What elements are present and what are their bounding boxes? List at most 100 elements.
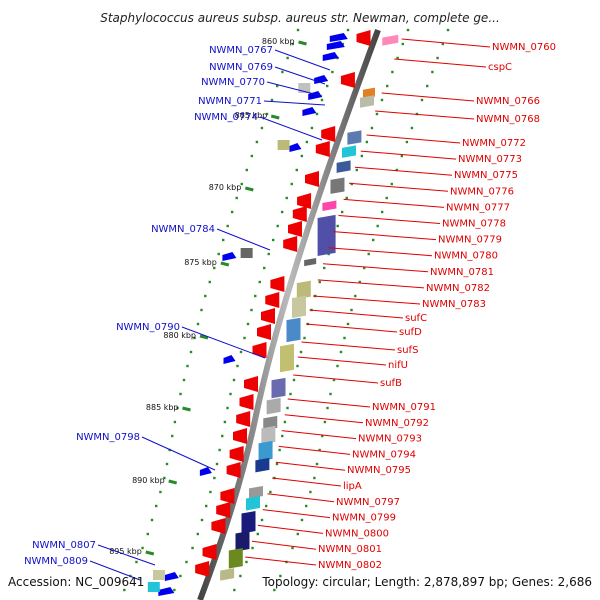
gene-block bbox=[220, 568, 235, 581]
ruler-label: 860 kbp bbox=[262, 37, 295, 46]
guide-dot bbox=[171, 434, 174, 438]
gene-block bbox=[342, 145, 356, 158]
forward-cds-arrow bbox=[222, 252, 237, 261]
guide-dot bbox=[208, 280, 211, 284]
guide-dot bbox=[246, 322, 250, 326]
guide-dot bbox=[173, 420, 177, 424]
ruler-tick bbox=[220, 261, 230, 267]
guide-dot bbox=[146, 532, 149, 536]
leader-line bbox=[275, 461, 346, 471]
leader-line bbox=[366, 134, 461, 144]
gene-label-left: NWMN_0774 bbox=[194, 112, 258, 123]
ruler-label: 895 kbp bbox=[109, 547, 142, 556]
leader-line bbox=[278, 445, 351, 455]
guide-dot bbox=[236, 364, 239, 368]
forward-cds-arrow bbox=[302, 107, 317, 116]
guide-dot bbox=[300, 518, 304, 522]
reverse-cds-arrow bbox=[257, 324, 271, 340]
kbp-ruler: 860 kbp 865 kbp 870 kbp 875 kbp 880 kbp 885 k… bbox=[109, 37, 307, 556]
leader-line bbox=[262, 509, 331, 519]
gene-label-right: NWMN_0775 bbox=[454, 170, 518, 181]
leader-line bbox=[257, 524, 324, 534]
gene-label-right: NWMN_0802 bbox=[318, 560, 382, 571]
leader-line bbox=[272, 477, 342, 487]
forward-cds-arrow bbox=[289, 143, 302, 152]
gene-block bbox=[317, 214, 336, 256]
guide-dot bbox=[260, 518, 264, 522]
guide-dot bbox=[410, 126, 414, 130]
gene-label-right: NWMN_0772 bbox=[462, 138, 526, 149]
guide-dot bbox=[281, 70, 284, 74]
leader-line bbox=[284, 414, 364, 424]
guide-dot bbox=[332, 378, 336, 382]
reverse-cds-arrow bbox=[321, 126, 336, 142]
guide-dot bbox=[205, 504, 208, 508]
gene-label-right: NWMN_0783 bbox=[422, 299, 486, 310]
reverse-cds-arrow bbox=[195, 561, 210, 577]
guide-dot bbox=[391, 70, 394, 74]
gene-label-right: cspC bbox=[488, 62, 512, 73]
ruler-tick bbox=[199, 334, 209, 340]
leader-line bbox=[349, 182, 449, 192]
gene-block bbox=[322, 200, 337, 211]
reverse-cds-arrow bbox=[239, 394, 254, 410]
guide-dot bbox=[213, 476, 216, 480]
guide-dot bbox=[250, 154, 254, 158]
gene-label-right: lipA bbox=[343, 481, 362, 492]
guide-dot bbox=[250, 308, 253, 312]
guide-dot bbox=[358, 280, 361, 284]
leader-line bbox=[309, 309, 404, 319]
gene-label-right: NWMN_0799 bbox=[332, 513, 396, 524]
reverse-cds-arrow bbox=[288, 221, 302, 237]
guide-dot bbox=[215, 462, 219, 466]
gene-block bbox=[228, 548, 243, 569]
leader-line bbox=[375, 110, 475, 120]
gene-label-right: NWMN_0777 bbox=[446, 202, 510, 213]
gene-block bbox=[296, 280, 311, 300]
guide-dot bbox=[355, 168, 358, 172]
gene-label-right: NWMN_0791 bbox=[372, 402, 436, 413]
gene-label-right: NWMN_0773 bbox=[458, 154, 522, 165]
reverse-cds-arrow bbox=[340, 72, 355, 88]
guide-dot bbox=[233, 588, 236, 592]
gene-label-right: NWMN_0782 bbox=[426, 283, 490, 294]
leader-line bbox=[287, 398, 371, 408]
guide-dot bbox=[245, 560, 248, 564]
guide-dot bbox=[360, 154, 364, 158]
genome-info-text: Topology: circular; Length: 2,878,897 bp… bbox=[261, 575, 592, 589]
guide-dot bbox=[279, 574, 282, 578]
leader-line bbox=[322, 263, 429, 273]
guide-dot bbox=[265, 504, 268, 508]
leader-line bbox=[333, 231, 437, 241]
gene-block bbox=[360, 95, 374, 108]
guide-dot bbox=[350, 308, 353, 312]
reverse-cds-arrow bbox=[265, 292, 280, 308]
leader-line bbox=[266, 81, 323, 97]
guide-dot bbox=[179, 574, 182, 578]
guide-dot bbox=[291, 546, 294, 550]
guide-dot bbox=[346, 28, 350, 32]
gene-label-right: NWMN_0792 bbox=[365, 418, 429, 429]
leader-line bbox=[305, 323, 398, 333]
leader-line bbox=[293, 374, 379, 384]
guide-dot bbox=[380, 210, 384, 214]
guide-dot bbox=[339, 350, 343, 354]
leader-line bbox=[328, 247, 433, 257]
reverse-cds-arrow bbox=[261, 308, 275, 324]
guide-dot bbox=[232, 378, 236, 382]
guide-dot bbox=[305, 140, 309, 144]
leader-line bbox=[360, 150, 457, 160]
guide-dot bbox=[251, 546, 254, 550]
reverse-cds-arrow bbox=[297, 193, 312, 209]
leader-line bbox=[354, 166, 453, 176]
guide-dot bbox=[336, 364, 339, 368]
ruler-label: 890 kbp bbox=[132, 476, 165, 485]
gene-label-right: sufB bbox=[380, 378, 402, 389]
reverse-cds-arrow bbox=[216, 502, 231, 518]
guide-dot bbox=[385, 196, 388, 200]
guide-dot bbox=[265, 112, 269, 116]
guide-dot bbox=[281, 434, 284, 438]
guide-dot bbox=[263, 266, 266, 270]
gene-block bbox=[153, 570, 165, 580]
guide-dot bbox=[318, 280, 321, 284]
